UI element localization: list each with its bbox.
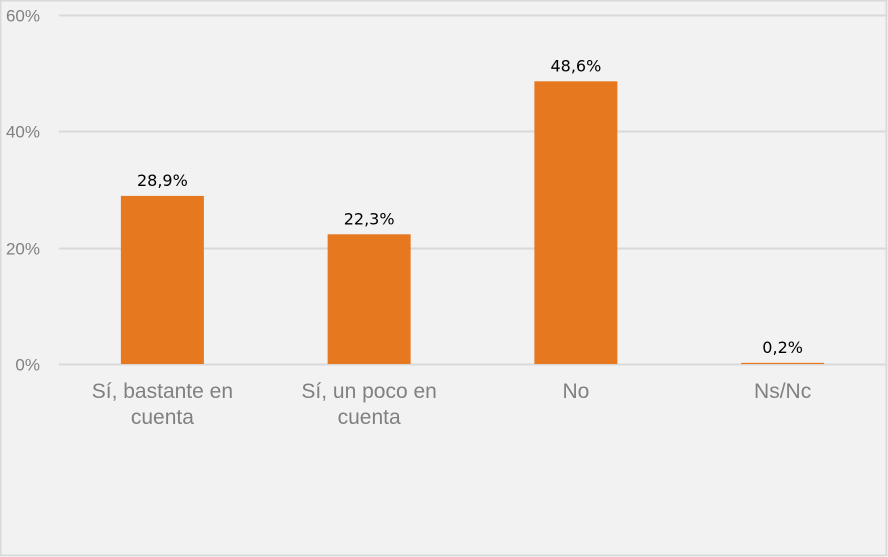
- bar: [120, 195, 204, 364]
- x-category-label: cuenta: [338, 406, 401, 429]
- bar: [741, 362, 825, 364]
- y-tick-label: 60%: [6, 7, 40, 26]
- x-category-label: No: [562, 380, 589, 403]
- x-category-label: Sí, bastante en: [92, 380, 233, 403]
- x-category-label: Sí, un poco en: [301, 380, 436, 403]
- x-category-label: Ns/Nc: [754, 380, 811, 403]
- data-label: 28,9%: [137, 171, 188, 190]
- bar: [327, 234, 411, 364]
- y-tick-label: 20%: [6, 240, 40, 259]
- data-label: 0,2%: [762, 338, 803, 357]
- x-category-label: cuenta: [131, 406, 194, 429]
- y-tick-label: 40%: [6, 123, 40, 142]
- bar: [534, 81, 618, 364]
- y-tick-label: 0%: [15, 356, 40, 375]
- data-label: 22,3%: [344, 209, 395, 228]
- data-label: 48,6%: [550, 56, 601, 75]
